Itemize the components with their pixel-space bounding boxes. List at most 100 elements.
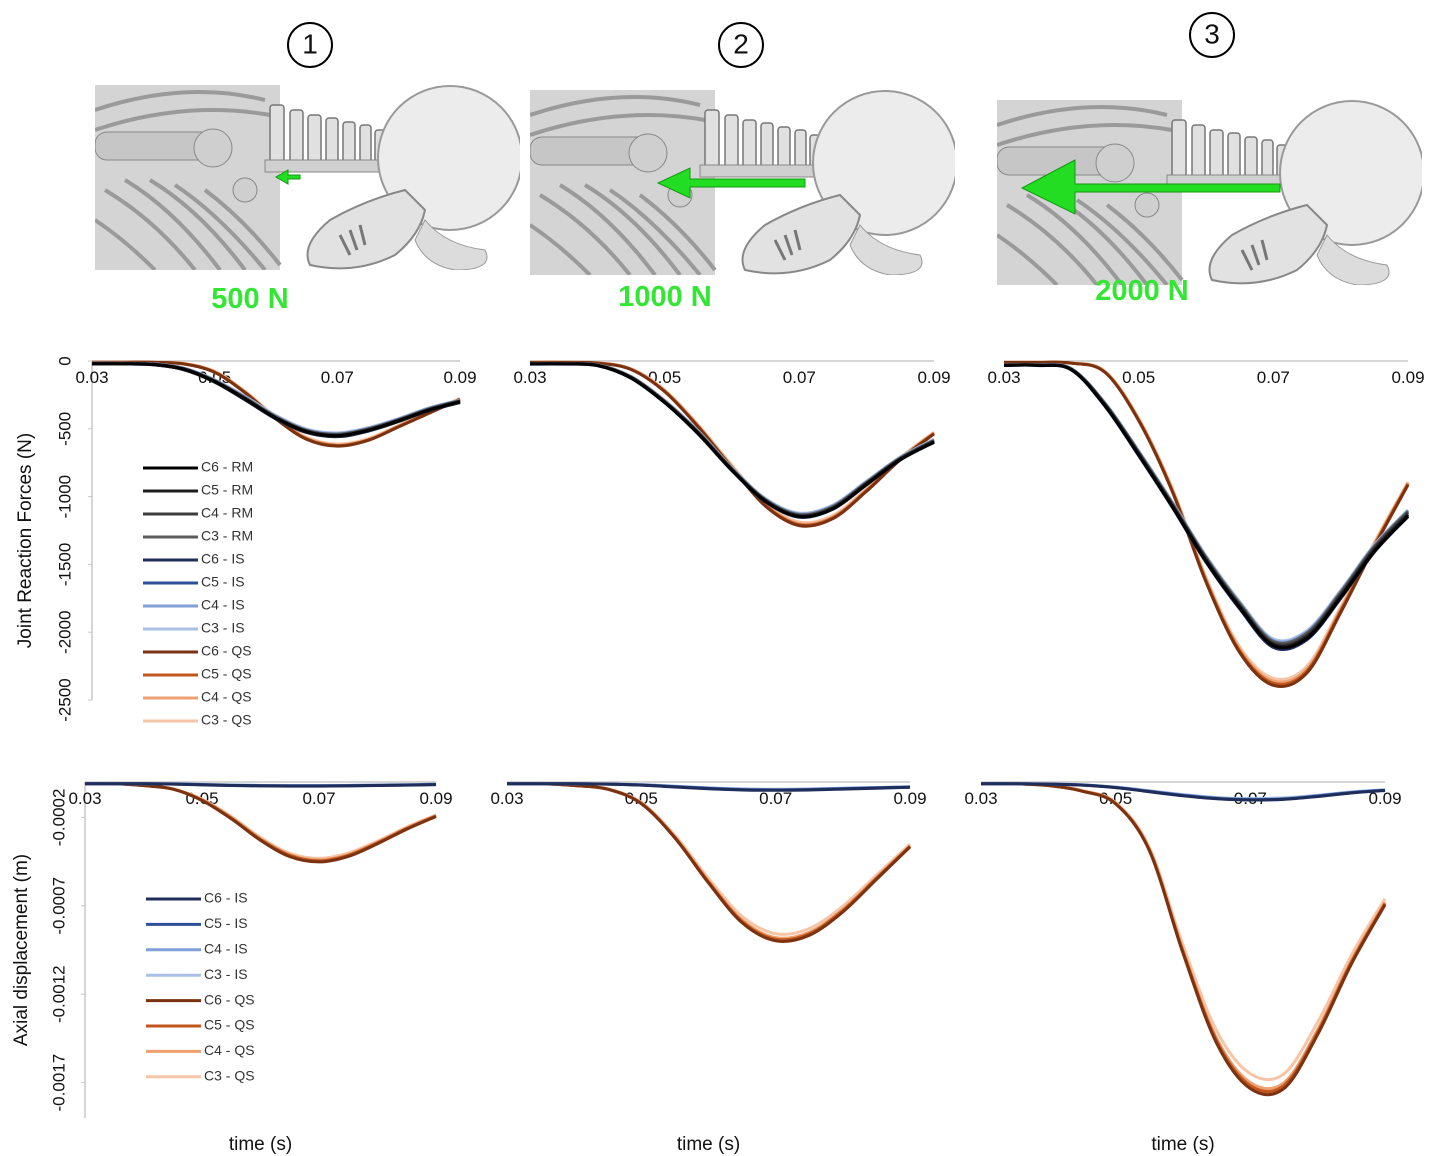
x-tick-label: 0.07 [1257, 368, 1290, 387]
series-line [530, 363, 934, 513]
legend-label: C5 - QS [201, 666, 252, 682]
y-tick-label: -2500 [55, 678, 74, 721]
x-tick-label: 0.07 [321, 368, 354, 387]
series-line [85, 784, 436, 860]
series-line [85, 784, 436, 859]
legend-label: C5 - IS [201, 574, 245, 590]
legend-label: C4 - QS [204, 1042, 255, 1058]
series-line [1004, 362, 1408, 682]
x-tick-label: 0.09 [419, 789, 452, 808]
series-line [92, 362, 460, 445]
series-line [1004, 362, 1408, 684]
series-line [981, 784, 1385, 1089]
series-line [1004, 362, 1408, 686]
x-axis-title: time (s) [677, 1134, 740, 1155]
legend-label: C6 - QS [201, 643, 252, 659]
series-line [530, 364, 934, 517]
force-label: 1000 N [618, 281, 712, 313]
x-axis-title: time (s) [1151, 1134, 1214, 1155]
x-tick-label: 0.09 [917, 368, 950, 387]
y-tick-label: -2000 [55, 610, 74, 653]
x-tick-label: 0.03 [513, 368, 546, 387]
series-line [1004, 365, 1408, 648]
series-line [530, 364, 934, 516]
legend-label: C6 - IS [204, 890, 248, 906]
x-tick-label: 0.03 [987, 368, 1020, 387]
y-tick-label: 0 [55, 356, 74, 365]
y-tick-label: -0.0017 [49, 1054, 68, 1112]
series-line [92, 362, 460, 445]
legend: C6 - IS C5 - IS C4 - IS C3 - IS C6 - QS C5 - … [146, 890, 255, 1084]
x-tick-label: 0.07 [783, 368, 816, 387]
legend-label: C5 - IS [204, 915, 248, 931]
series-line [530, 362, 934, 525]
legend-label: C4 - RM [201, 505, 253, 521]
series-line [507, 784, 910, 942]
series-line [530, 363, 934, 514]
x-axis-title: time (s) [229, 1134, 292, 1155]
legend-label: C6 - RM [201, 459, 253, 475]
series-line [530, 363, 934, 514]
series-line [530, 362, 934, 523]
figure: 1 2 3 500 N 1000 N 2000 N 0 -500 -1000 -150… [0, 0, 1444, 1156]
series-line [507, 784, 910, 935]
series-line [92, 362, 460, 446]
x-tick-label: 0.07 [302, 789, 335, 808]
panel-number: 1 [302, 28, 318, 59]
panel-number: 3 [1204, 18, 1220, 49]
legend-label: C4 - QS [201, 689, 252, 705]
panel-number: 2 [733, 28, 749, 59]
x-tick-label: 0.09 [443, 368, 476, 387]
legend-label: C6 - IS [201, 551, 245, 567]
x-tick-label: 0.03 [68, 789, 101, 808]
y-tick-label: -0.0002 [49, 789, 68, 847]
series-line [507, 784, 910, 939]
legend-label: C6 - QS [204, 991, 255, 1007]
legend-label: C4 - IS [201, 597, 245, 613]
force-label: 500 N [211, 283, 288, 315]
x-tick-label: 0.03 [964, 789, 997, 808]
y-axis-title: Joint Reaction Forces (N) [15, 433, 36, 648]
force-label: 2000 N [1095, 275, 1189, 307]
series-line [530, 364, 934, 517]
legend-label: C5 - QS [204, 1017, 255, 1033]
x-tick-label: 0.03 [75, 368, 108, 387]
y-axis-title: Axial displacement (m) [11, 854, 32, 1046]
series-line [981, 784, 1385, 1092]
series-line [1004, 362, 1408, 679]
x-tick-label: 0.09 [893, 789, 926, 808]
series-line [530, 362, 934, 526]
series-line [1004, 365, 1408, 647]
series-line [1004, 365, 1408, 649]
series-line [981, 784, 1385, 1080]
series-line [507, 784, 910, 940]
series-line [530, 364, 934, 516]
y-tick-label: -1000 [55, 475, 74, 518]
legend-label: C5 - RM [201, 482, 253, 498]
y-tick-label: -1500 [55, 543, 74, 586]
legend-label: C3 - QS [201, 712, 252, 728]
x-tick-label: 0.07 [759, 789, 792, 808]
legend-label: C3 - IS [204, 966, 248, 982]
legend-label: C3 - RM [201, 528, 253, 544]
y-tick-label: -500 [55, 412, 74, 446]
series-line [530, 362, 934, 524]
x-tick-label: 0.09 [1391, 368, 1424, 387]
series-line [85, 784, 436, 861]
skeleton-image [95, 85, 522, 270]
legend-label: C4 - IS [204, 941, 248, 957]
series-line [85, 784, 436, 862]
series-line [530, 364, 934, 517]
x-tick-label: 0.03 [490, 789, 523, 808]
y-tick-label: -0.0007 [49, 877, 68, 935]
series-line [1004, 365, 1408, 647]
legend-label: C3 - QS [204, 1068, 255, 1084]
legend-label: C3 - IS [201, 620, 245, 636]
series-line [92, 362, 460, 444]
